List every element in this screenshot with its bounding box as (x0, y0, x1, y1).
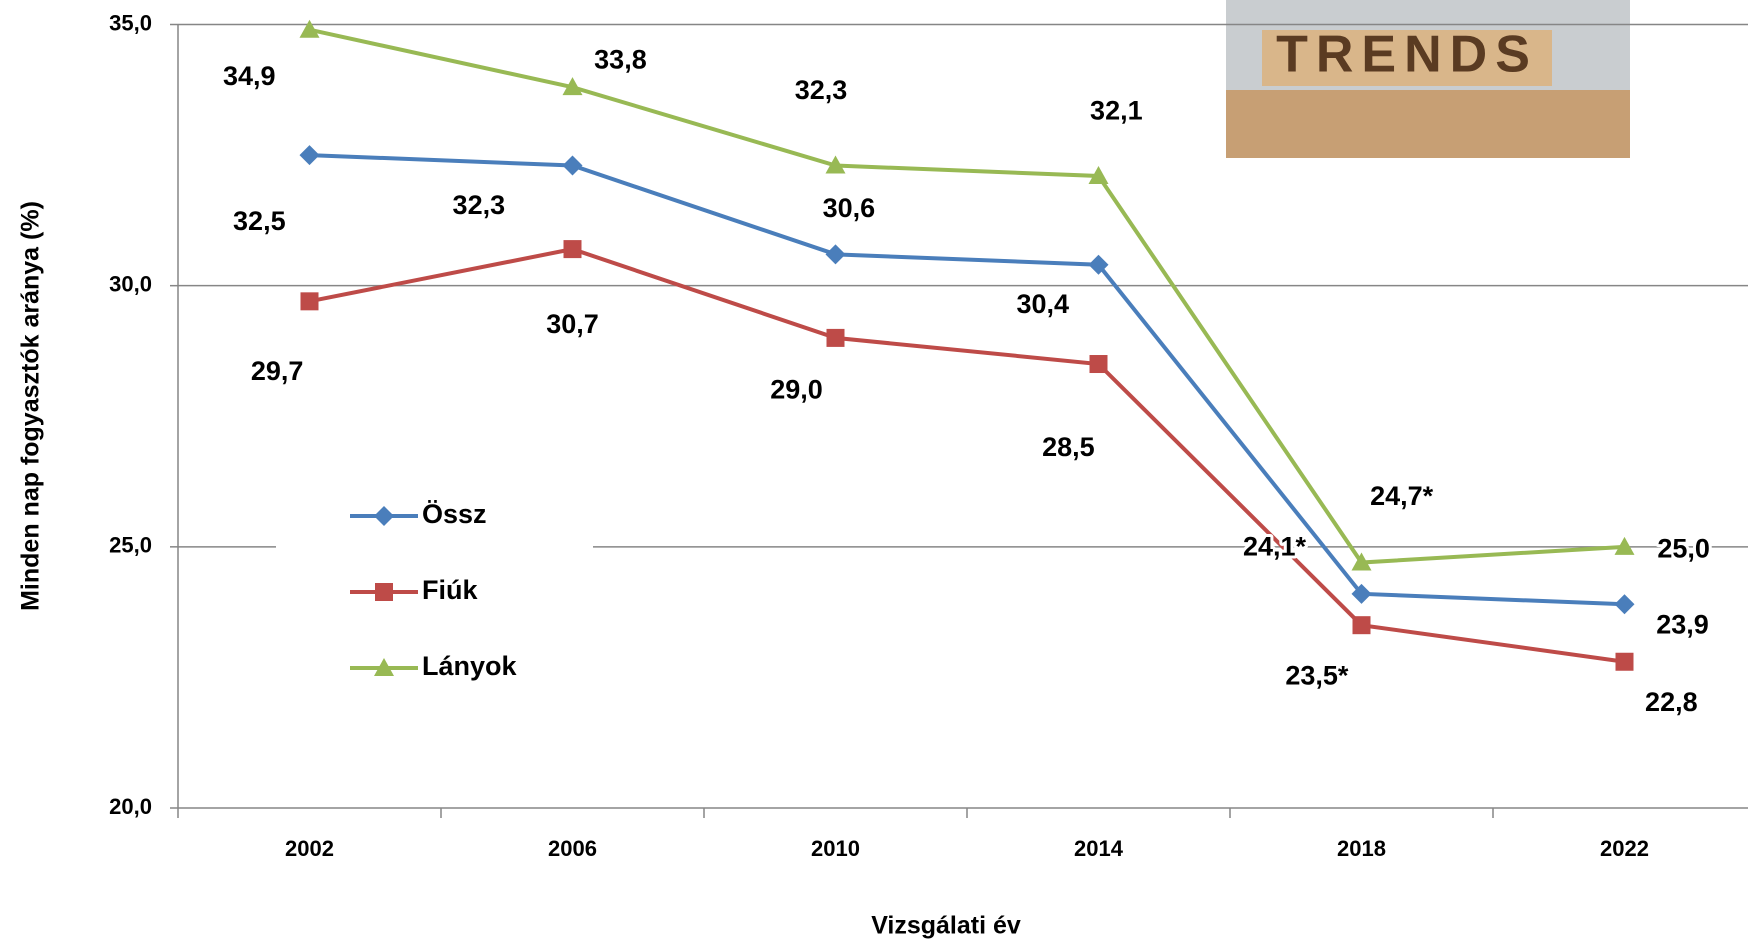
marker (1088, 165, 1109, 184)
marker (1351, 552, 1372, 571)
marker (375, 583, 393, 601)
data-label: 30,4 (1016, 289, 1069, 319)
data-label: 24,1* (1243, 531, 1307, 561)
marker (562, 155, 583, 176)
data-label: 29,0 (770, 375, 823, 405)
data-label: 24,7* (1370, 481, 1434, 511)
marker (826, 328, 845, 347)
marker (825, 244, 846, 265)
marker (1088, 254, 1109, 275)
marker (1615, 652, 1634, 671)
series-line (309, 153, 1625, 607)
x-tick-label: 2006 (548, 836, 597, 861)
photo: TRENDS (1226, 0, 1630, 158)
marker (563, 240, 582, 259)
data-label: 34,9 (223, 61, 276, 91)
marker (825, 155, 846, 174)
legend-label: Lányok (422, 651, 518, 681)
x-tick-label: 2022 (1600, 836, 1649, 861)
legend-box (276, 478, 593, 703)
data-label: 25,0 (1657, 533, 1710, 563)
x-tick-label: 2018 (1337, 836, 1386, 861)
data-label: 30,6 (823, 193, 876, 223)
marker (300, 292, 319, 311)
data-label: 32,1 (1090, 96, 1143, 126)
marker (1614, 536, 1635, 555)
marker (299, 19, 320, 38)
marker (1352, 616, 1371, 635)
data-label: 29,7 (251, 356, 304, 386)
x-axis-title: Vizsgálati év (871, 912, 1021, 940)
y-tick-label: 35,0 (109, 10, 152, 35)
data-label: 33,8 (594, 45, 647, 75)
marker (1614, 594, 1635, 615)
legend-label: Össz (422, 499, 487, 529)
photo-text: TRENDS (1276, 26, 1538, 84)
y-tick-label: 20,0 (109, 794, 152, 819)
data-label: 23,5* (1285, 661, 1349, 691)
data-label: 23,9 (1656, 610, 1709, 640)
marker (299, 145, 320, 166)
series-line (309, 27, 1625, 565)
data-label: 30,7 (546, 309, 599, 339)
data-label: 28,5 (1042, 432, 1095, 462)
marker (374, 658, 394, 676)
data-label: 32,3 (453, 190, 506, 220)
legend-label: Fiúk (422, 575, 478, 605)
y-tick-label: 25,0 (109, 533, 152, 558)
data-label: 32,5 (233, 206, 286, 236)
marker (1351, 583, 1372, 604)
marker (1089, 355, 1108, 374)
y-axis-title: Minden nap fogyasztók aránya (%) (17, 201, 45, 611)
data-label: 22,8 (1645, 687, 1698, 717)
series-line (309, 247, 1625, 664)
marker (562, 77, 583, 96)
marker (374, 506, 394, 526)
data-label: 32,3 (795, 75, 848, 105)
y-tick-label: 30,0 (109, 271, 152, 296)
x-tick-label: 2014 (1074, 836, 1124, 861)
x-tick-label: 2010 (811, 836, 860, 861)
x-tick-label: 2002 (285, 836, 334, 861)
